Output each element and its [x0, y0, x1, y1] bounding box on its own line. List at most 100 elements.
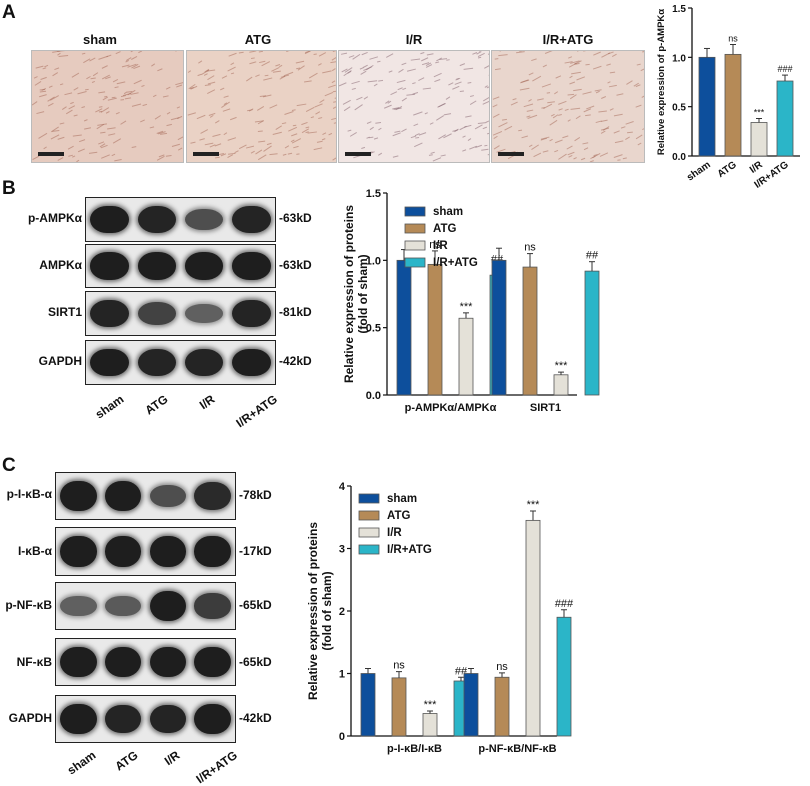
tissue-fiber: [353, 54, 360, 59]
tissue-fiber: [626, 81, 632, 85]
tissue-fiber: [348, 130, 352, 131]
x-group-label: p-AMPKα/AMPKα: [405, 402, 497, 414]
blot-b-lane-ir: I/R: [196, 392, 217, 412]
blot-c-label-ikb: I-κB-α: [18, 544, 52, 558]
tissue-fiber: [431, 152, 435, 153]
tissue-fiber: [493, 105, 498, 107]
tissue-fiber: [175, 82, 183, 84]
tissue-fiber: [584, 109, 591, 112]
bar: [464, 674, 478, 737]
tissue-fiber: [524, 104, 533, 107]
significance-label: ns: [496, 661, 508, 673]
tissue-fiber: [636, 135, 642, 139]
blot-b-row-ampk: [85, 244, 276, 288]
tissue-fiber: [391, 92, 397, 95]
tissue-fiber: [614, 155, 623, 158]
blot-c-lane-atg: ATG: [112, 748, 140, 773]
tissue-fiber: [308, 132, 317, 133]
tissue-fiber: [304, 81, 312, 82]
blot-c-lane-sham: sham: [64, 748, 98, 777]
tissue-fiber: [284, 111, 293, 114]
tissue-fiber: [113, 139, 121, 143]
tissue-fiber: [258, 131, 263, 132]
tissue-fiber: [292, 110, 296, 111]
tissue-fiber: [569, 155, 573, 157]
tissue-fiber: [332, 81, 335, 83]
y-tick-label: 1.5: [366, 188, 381, 200]
tissue-fiber: [577, 77, 585, 80]
tissue-fiber: [364, 97, 368, 99]
tissue-fiber: [505, 126, 512, 130]
tissue-fiber: [126, 58, 131, 61]
tissue-fiber: [528, 115, 537, 118]
tissue-fiber: [93, 73, 98, 76]
tissue-fiber: [82, 53, 85, 54]
blot-band: [60, 704, 97, 734]
tissue-fiber: [209, 113, 215, 115]
tissue-fiber: [363, 67, 371, 71]
tissue-fiber: [208, 82, 215, 84]
blot-c-label-p-nfkb: p-NF-κB: [5, 598, 52, 612]
tissue-fiber: [625, 137, 629, 140]
tissue-fiber: [575, 137, 580, 140]
tissue-image-sham: [31, 50, 184, 163]
tissue-fiber: [153, 95, 156, 97]
tissue-fiber: [285, 146, 289, 148]
tissue-fiber: [104, 96, 107, 97]
tissue-fiber: [52, 51, 60, 52]
tissue-fiber: [350, 132, 357, 136]
tissue-fiber: [115, 87, 119, 88]
blot-c-kd-ikb: -17kD: [239, 544, 272, 558]
legend-swatch: [405, 224, 425, 233]
tissue-fiber: [488, 52, 489, 55]
x-group-label: SIRT1: [530, 402, 561, 414]
tissue-fiber: [335, 95, 336, 98]
tissue-fiber: [433, 158, 441, 161]
tissue-fiber: [528, 99, 531, 101]
tissue-fiber: [140, 120, 144, 122]
tissue-fiber: [275, 64, 280, 65]
tissue-fiber: [571, 72, 581, 74]
tissue-fiber: [596, 91, 600, 93]
tissue-fiber: [293, 125, 296, 126]
tissue-fiber: [478, 53, 485, 56]
tissue-fiber: [468, 139, 471, 141]
tissue-fiber: [370, 127, 374, 129]
tissue-fiber: [309, 73, 317, 78]
blot-band: [232, 206, 271, 233]
tissue-fiber: [550, 120, 557, 125]
tissue-fiber: [276, 126, 282, 130]
tissue-fiber: [306, 127, 310, 128]
bar: [699, 57, 715, 156]
blot-band: [105, 705, 142, 734]
blot-band: [150, 591, 187, 621]
bar: [751, 122, 767, 156]
tissue-fiber: [581, 158, 585, 160]
blot-band: [60, 536, 97, 567]
tissue-fiber: [333, 51, 336, 52]
tissue-fiber: [198, 74, 202, 75]
blot-band: [60, 596, 97, 616]
tissue-fiber: [344, 107, 350, 111]
blot-c-row-gapdh: [55, 695, 236, 743]
blot-band: [232, 252, 271, 279]
bar: [777, 81, 793, 156]
tissue-fiber: [212, 134, 220, 136]
tissue-fiber: [615, 141, 623, 143]
panel-label-c: C: [2, 455, 16, 477]
tissue-fiber: [427, 54, 434, 55]
tissue-fiber: [547, 93, 550, 94]
tissue-fiber: [198, 61, 202, 63]
tissue-fiber: [259, 61, 265, 62]
tissue-fiber: [228, 155, 233, 158]
tissue-fiber: [484, 65, 489, 68]
tissue-fiber: [493, 97, 499, 99]
bar: [397, 260, 411, 395]
tissue-fiber: [610, 109, 614, 111]
tissue-fiber: [487, 131, 489, 133]
tissue-fiber: [341, 53, 347, 54]
tissue-fiber: [247, 110, 252, 111]
y-axis-title: Relative expression of p-AMPKα: [656, 9, 667, 155]
tissue-fiber: [59, 55, 69, 56]
tissue-fiber: [448, 83, 453, 85]
